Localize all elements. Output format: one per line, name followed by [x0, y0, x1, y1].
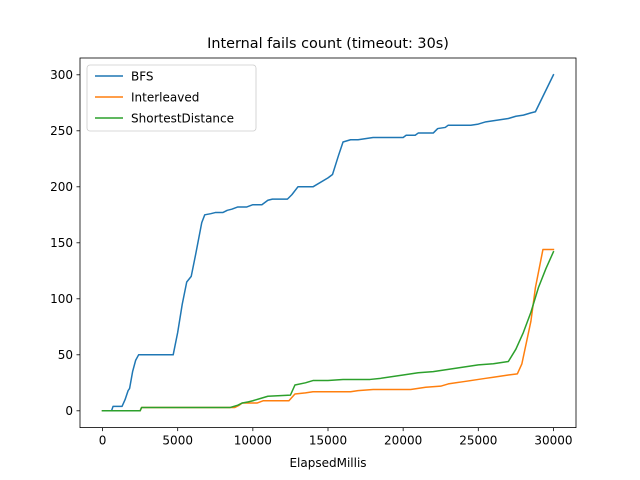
series-layer	[101, 73, 555, 412]
x-tick-label: 0	[99, 434, 107, 448]
y-tick-label: 300	[50, 68, 73, 82]
y-tick-label: 150	[50, 236, 73, 250]
x-tick-label: 20000	[384, 434, 422, 448]
x-tick-label: 10000	[234, 434, 272, 448]
series-line-0	[101, 73, 555, 412]
y-tick-label: 200	[50, 180, 73, 194]
y-tick-label: 50	[58, 348, 73, 362]
series-line-2	[101, 250, 555, 412]
legend-label-0: BFS	[131, 69, 154, 83]
x-tick-label: 15000	[309, 434, 347, 448]
x-tick-label: 25000	[459, 434, 497, 448]
y-tick-label: 100	[50, 292, 73, 306]
legend-label-1: Interleaved	[131, 90, 199, 104]
x-tick-label: 30000	[534, 434, 572, 448]
x-axis: 0 5000 10000 15000 20000 25000 30000	[99, 427, 573, 448]
y-axis: 0 50 100 150 200 250 300	[50, 68, 80, 418]
legend-frame	[86, 64, 257, 132]
x-axis-label: ElapsedMillis	[289, 456, 366, 470]
chart-title: Internal fails count (timeout: 30s)	[207, 36, 449, 52]
legend: BFS Interleaved ShortestDistance	[86, 64, 257, 132]
y-tick-label: 250	[50, 124, 73, 138]
legend-label-2: ShortestDistance	[131, 111, 234, 125]
y-tick-label: 0	[65, 404, 73, 418]
x-tick-label: 5000	[162, 434, 193, 448]
